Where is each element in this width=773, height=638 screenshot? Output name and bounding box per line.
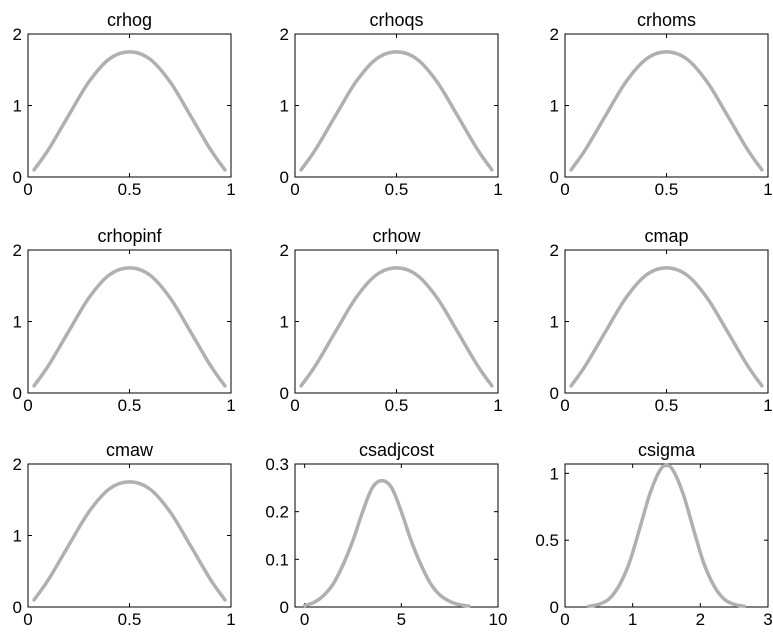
x-tick-label: 0.5 (118, 610, 142, 629)
density-line (586, 463, 747, 609)
density-line (32, 50, 227, 172)
x-tick-label: 0 (560, 180, 569, 199)
y-tick-label: 0.1 (265, 550, 289, 569)
y-tick-label: 0 (13, 384, 22, 403)
subplot-csigma: csigma 0 1 2 3 0 0.5 1 (535, 440, 772, 629)
x-tick-label: 1 (763, 180, 772, 199)
y-tick-label: 2 (13, 25, 22, 44)
y-tick-label: 1 (13, 527, 22, 546)
x-tick-label: 0 (290, 180, 299, 199)
subplot-csadjcost: csadjcost 0 5 10 0 0.1 0.2 0.3 (265, 440, 507, 629)
subplot-title: crhopinf (97, 226, 162, 246)
y-tick-label: 0 (13, 598, 22, 617)
x-tick-label: 1 (628, 610, 637, 629)
y-tick-label: 1 (280, 97, 289, 116)
y-tick-label: 0 (550, 168, 559, 187)
subplot-crhopinf: crhopinf 0 0.5 1 0 1 2 (13, 226, 236, 415)
subplot-crhog: crhog 0 0.5 1 0 1 2 (13, 10, 236, 199)
density-line (32, 266, 227, 388)
x-tick-label: 0.5 (118, 180, 142, 199)
x-tick-label: 5 (397, 610, 406, 629)
y-tick-label: 2 (13, 241, 22, 260)
x-tick-label: 0 (23, 396, 32, 415)
y-tick-label: 1 (550, 313, 559, 332)
x-tick-label: 0 (290, 396, 299, 415)
subplot-title: cmaw (106, 440, 154, 460)
subplot-title: cmap (644, 226, 688, 246)
y-tick-label: 1 (550, 464, 559, 483)
density-line (299, 50, 494, 172)
y-tick-label: 0 (280, 168, 289, 187)
x-tick-label: 1 (226, 180, 235, 199)
y-tick-label: 1 (280, 313, 289, 332)
y-tick-label: 0.2 (265, 503, 289, 522)
x-tick-label: 0 (23, 180, 32, 199)
y-tick-label: 2 (280, 25, 289, 44)
subplot-title: crhoqs (369, 10, 423, 30)
x-tick-label: 3 (763, 610, 772, 629)
x-tick-label: 1 (763, 396, 772, 415)
density-line (569, 50, 764, 172)
subplot-cmap: cmap 0 0.5 1 0 1 2 (550, 226, 773, 415)
x-tick-label: 0 (560, 396, 569, 415)
axes-frame (294, 463, 499, 608)
y-tick-label: 0 (13, 168, 22, 187)
density-line (32, 480, 227, 602)
y-tick-label: 0 (280, 598, 289, 617)
x-tick-label: 2 (696, 610, 705, 629)
y-tick-label: 2 (550, 241, 559, 260)
x-tick-label: 0.5 (385, 396, 409, 415)
x-tick-label: 1 (493, 180, 502, 199)
subplot-crhoqs: crhoqs 0 0.5 1 0 1 2 (280, 10, 503, 199)
x-tick-label: 0.5 (655, 396, 679, 415)
density-line (302, 478, 471, 608)
x-tick-label: 0 (23, 610, 32, 629)
subplot-crhow: crhow 0 0.5 1 0 1 2 (280, 226, 503, 415)
x-tick-label: 0 (300, 610, 309, 629)
subplot-title: crhow (372, 226, 421, 246)
y-tick-label: 1 (550, 97, 559, 116)
density-line (299, 266, 494, 388)
y-tick-label: 2 (13, 455, 22, 474)
subplot-title: crhog (107, 10, 152, 30)
y-tick-label: 2 (280, 241, 289, 260)
x-tick-label: 1 (226, 396, 235, 415)
y-tick-label: 0.5 (535, 531, 559, 550)
y-tick-label: 0.3 (265, 455, 289, 474)
subplot-crhoms: crhoms 0 0.5 1 0 1 2 (550, 10, 773, 199)
x-tick-label: 1 (226, 610, 235, 629)
y-tick-label: 1 (13, 97, 22, 116)
y-tick-label: 0 (280, 384, 289, 403)
subplot-title: csadjcost (359, 440, 434, 460)
subplot-cmaw: cmaw 0 0.5 1 0 1 2 (13, 440, 236, 629)
y-tick-label: 2 (550, 25, 559, 44)
x-tick-label: 0 (560, 610, 569, 629)
x-tick-label: 10 (489, 610, 508, 629)
y-tick-label: 1 (13, 313, 22, 332)
density-line (569, 266, 764, 388)
y-tick-label: 0 (550, 598, 559, 617)
y-tick-label: 0 (550, 384, 559, 403)
subplot-title: crhoms (637, 10, 696, 30)
x-tick-label: 0.5 (385, 180, 409, 199)
x-tick-label: 0.5 (655, 180, 679, 199)
x-tick-label: 0.5 (118, 396, 142, 415)
x-tick-label: 1 (493, 396, 502, 415)
subplot-title: csigma (638, 440, 696, 460)
